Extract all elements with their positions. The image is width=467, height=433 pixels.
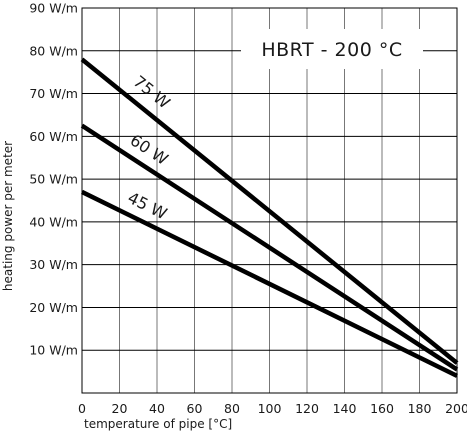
series-line-1	[80, 57, 459, 365]
y-tick-label: 30 W/m	[29, 257, 78, 272]
y-tick-labels: 90 W/m 80 W/m 70 W/m 60 W/m 50 W/m 40 W/m 30 W…	[29, 1, 78, 358]
series-line-2	[80, 123, 459, 372]
series-label-1: 75 W	[130, 72, 174, 113]
x-tick-label: 160	[370, 401, 394, 416]
x-tick-label: 60	[187, 401, 203, 416]
y-tick-label: 70 W/m	[29, 86, 78, 101]
series-line-3	[81, 189, 458, 378]
x-tick-label: 200	[445, 401, 467, 416]
y-tick-label: 10 W/m	[29, 343, 78, 358]
x-axis-title: temperature of pipe [°C]	[84, 417, 232, 431]
x-tick-label: 100	[258, 401, 282, 416]
x-tick-label: 180	[408, 401, 432, 416]
x-tick-labels: 0 20 40 60 80 100 120 140 160 180 200	[78, 401, 467, 416]
chart-title-box: HBRT - 200 °C	[241, 29, 423, 69]
x-tick-label: 140	[333, 401, 357, 416]
y-tick-label: 50 W/m	[29, 172, 78, 187]
x-tick-label: 120	[295, 401, 319, 416]
x-tick-label: 40	[149, 401, 165, 416]
x-tick-label: 80	[224, 401, 240, 416]
y-axis-title: heating power per meter	[1, 141, 15, 291]
x-tick-label: 20	[112, 401, 128, 416]
y-tick-label: 80 W/m	[29, 43, 78, 58]
y-tick-label: 90 W/m	[29, 1, 78, 16]
plot-frame	[81, 7, 458, 394]
chart-title: HBRT - 200 °C	[261, 39, 402, 61]
x-tick-label: 0	[78, 401, 86, 416]
y-tick-label: 60 W/m	[29, 129, 78, 144]
y-tick-label: 40 W/m	[29, 214, 78, 229]
y-tick-label: 20 W/m	[29, 300, 78, 315]
chart-title-background	[241, 29, 423, 69]
